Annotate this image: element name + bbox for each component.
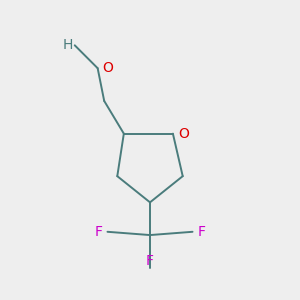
Text: O: O [178,127,189,141]
Text: O: O [103,61,113,75]
Text: F: F [94,225,103,239]
Text: F: F [197,225,206,239]
Text: H: H [63,38,73,52]
Text: F: F [146,254,154,268]
